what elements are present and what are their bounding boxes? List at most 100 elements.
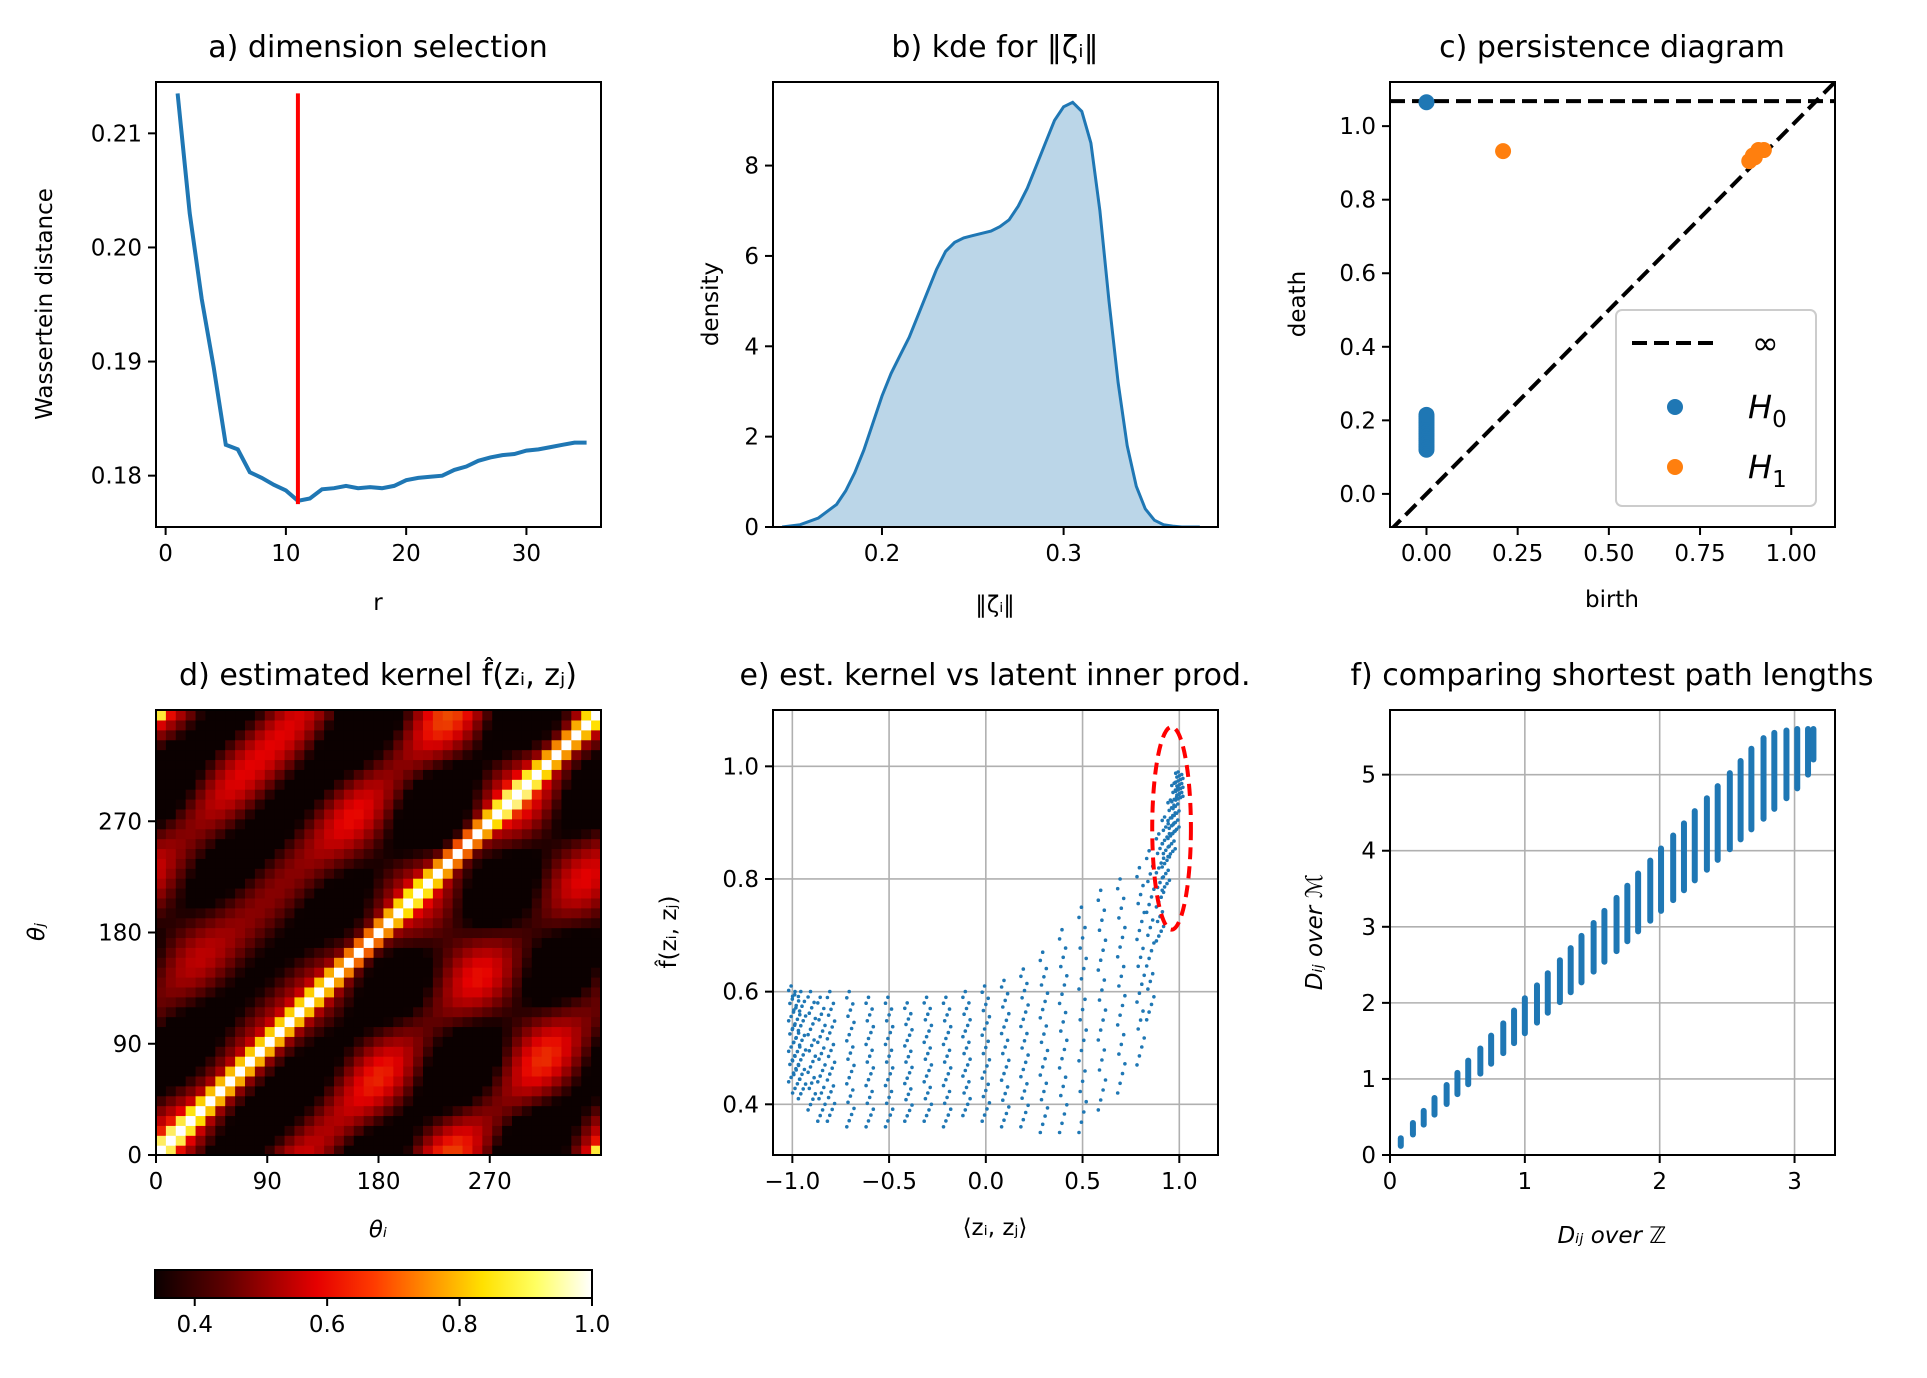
kernel-point (903, 1006, 907, 1011)
kernel-point (1160, 818, 1164, 823)
heatmap-cell (432, 769, 444, 780)
heatmap-cell (274, 1125, 286, 1136)
heatmap-cell (225, 818, 236, 830)
kernel-point (866, 1036, 871, 1041)
heatmap-cell (343, 769, 355, 780)
heatmap-cell (551, 759, 563, 770)
kernel-point (1172, 813, 1176, 818)
heatmap-cell (264, 888, 276, 899)
kernel-point (1078, 1089, 1082, 1094)
heatmap-cell (432, 1145, 444, 1156)
panel-a-plot (175, 93, 587, 505)
heatmap-cell (541, 1085, 553, 1097)
heatmap-cell (373, 729, 385, 741)
heatmap-cell (353, 858, 365, 869)
heatmap-cell (531, 986, 543, 998)
heatmap-cell (541, 729, 553, 741)
heatmap-cell (521, 907, 533, 919)
kernel-point (789, 1045, 793, 1049)
heatmap-cell (432, 967, 444, 978)
kernel-point (1162, 838, 1167, 843)
heatmap-cell (423, 937, 434, 948)
heatmap-cell (274, 749, 286, 761)
heatmap-cell (442, 947, 454, 958)
heatmap-cell (581, 1075, 592, 1087)
panel-d-title: d) estimated kernel f̂(zᵢ, zⱼ) (179, 657, 577, 693)
heatmap-cell (274, 1066, 286, 1077)
heatmap-cell (195, 907, 207, 919)
heatmap-cell (482, 967, 493, 978)
heatmap-cell (482, 858, 493, 869)
kernel-point (944, 995, 948, 1000)
heatmap-cell (403, 1036, 414, 1047)
heatmap-cell (571, 967, 582, 978)
kernel-point (1166, 800, 1170, 805)
kernel-point (830, 1066, 834, 1070)
heatmap-cell (373, 1095, 385, 1107)
kernel-point (1019, 1074, 1023, 1079)
heatmap-cell (531, 799, 543, 810)
heatmap-cell (571, 779, 582, 790)
heatmap-cell (274, 1085, 286, 1097)
heatmap-cell (314, 818, 325, 830)
heatmap-cell (413, 878, 424, 889)
kernel-point (845, 1125, 849, 1129)
heatmap-cell (413, 739, 424, 751)
heatmap-cell (561, 858, 572, 869)
heatmap-cell (551, 769, 563, 780)
kernel-point (808, 1065, 813, 1069)
kernel-point (984, 1088, 988, 1093)
heatmap-cell (324, 967, 335, 978)
heatmap-cell (373, 848, 385, 859)
heatmap-cell (551, 1075, 563, 1087)
heatmap-cell (334, 996, 345, 1008)
heatmap-cell (561, 1016, 572, 1028)
heatmap-cell (205, 996, 216, 1008)
heatmap-cell (393, 957, 404, 968)
heatmap-cell (482, 996, 493, 1008)
heatmap-cell (423, 907, 434, 919)
heatmap-cell (432, 1046, 444, 1057)
kernel-point (1023, 1010, 1028, 1014)
heatmap-cell (225, 1085, 236, 1097)
heatmap-cell (482, 1085, 493, 1097)
kernel-point (1005, 1038, 1010, 1043)
heatmap-cell (334, 779, 345, 790)
heatmap-cell (423, 986, 434, 998)
heatmap-cell (254, 1056, 266, 1067)
heatmap-cell (432, 1006, 444, 1018)
heatmap-cell (413, 1046, 424, 1057)
heatmap-cell (521, 1006, 533, 1018)
kernel-point (796, 1062, 801, 1067)
heatmap-cell (284, 967, 296, 978)
heatmap-cell (432, 808, 444, 820)
heatmap-cell (175, 937, 187, 948)
kernel-point (1021, 967, 1026, 971)
heatmap-cell (314, 1105, 325, 1117)
heatmap-cell (413, 808, 424, 820)
heatmap-cell (581, 749, 592, 761)
heatmap-cell (235, 1006, 246, 1018)
heatmap-cell (235, 927, 246, 939)
heatmap-cell (581, 878, 592, 889)
heatmap-cell (502, 907, 513, 919)
heatmap-cell (314, 858, 325, 869)
heatmap-cell (284, 1075, 296, 1087)
heatmap-cell (205, 838, 216, 850)
heatmap-cell (521, 1125, 533, 1136)
heatmap-cell (452, 710, 464, 721)
heatmap-cell (373, 749, 385, 761)
heatmap-cell (373, 1125, 385, 1136)
heatmap-cell (324, 888, 335, 899)
heatmap-cell (492, 947, 503, 958)
heatmap-cell (314, 917, 325, 929)
heatmap-cell (591, 818, 602, 830)
kernel-point (967, 1001, 971, 1005)
heatmap-cell (274, 986, 286, 998)
heatmap-cell (432, 1026, 444, 1037)
heatmap-cell (442, 917, 454, 929)
kernel-point (1007, 1011, 1011, 1016)
heatmap-cell (156, 838, 167, 850)
heatmap-cell (324, 759, 335, 770)
heatmap-cell (462, 917, 474, 929)
